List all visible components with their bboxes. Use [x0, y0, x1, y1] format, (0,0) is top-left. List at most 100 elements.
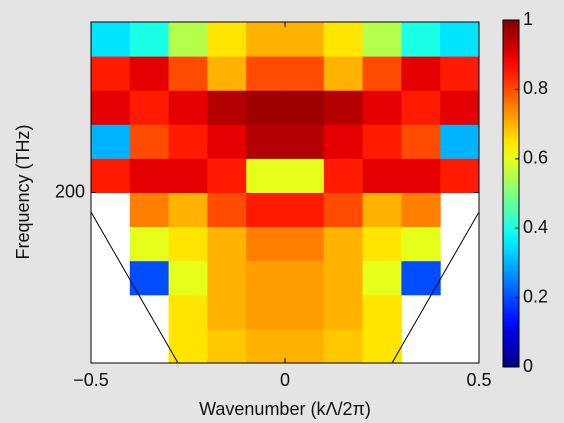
x-tick-label: 0.5 — [466, 370, 491, 390]
heat-cell — [207, 226, 247, 262]
heat-cell — [401, 22, 441, 57]
heat-cell — [207, 260, 247, 296]
heat-cell — [129, 90, 170, 125]
heat-cell — [207, 158, 247, 193]
heat-cell — [246, 158, 286, 193]
heat-cell — [168, 158, 208, 193]
colorbar-tick-label: 0.4 — [523, 217, 548, 237]
x-tick-label: −0.5 — [73, 370, 109, 390]
heat-cell — [246, 192, 286, 228]
heat-cell — [91, 56, 131, 91]
heat-cell — [401, 226, 441, 262]
heat-cell — [362, 192, 402, 228]
heat-cell — [285, 226, 325, 262]
heat-cell — [129, 260, 170, 296]
heat-cell — [440, 90, 480, 125]
heat-cell — [168, 192, 208, 228]
heat-cell — [362, 226, 402, 262]
heat-cell — [440, 124, 480, 159]
heat-cell — [129, 124, 170, 159]
heat-cell — [285, 294, 325, 330]
heat-cell — [440, 158, 480, 193]
heat-cell — [285, 158, 325, 193]
heat-cell — [207, 192, 247, 228]
heat-cell — [285, 90, 325, 125]
heat-cell — [323, 90, 364, 125]
heat-cell — [246, 260, 286, 296]
heat-cell — [168, 226, 208, 262]
heat-cell — [401, 56, 441, 91]
heat-cell — [207, 90, 247, 125]
heat-cell — [401, 90, 441, 125]
heat-cell — [401, 158, 441, 193]
heat-cell — [129, 56, 170, 91]
heat-cell — [285, 56, 325, 91]
x-axis-label: Wavenumber (kΛ/2π) — [199, 399, 371, 419]
heat-cell — [440, 22, 480, 57]
colorbar-tick-label: 0.6 — [523, 148, 548, 168]
heat-cell — [168, 328, 208, 364]
heat-cell — [246, 90, 286, 125]
heat-cell — [323, 56, 364, 91]
heat-cell — [323, 158, 364, 193]
colorbar — [502, 19, 520, 368]
colorbar-tick-label: 0 — [523, 356, 533, 376]
y-tick-label: 200 — [55, 181, 85, 201]
heat-cell — [168, 124, 208, 159]
heat-cell — [246, 22, 286, 57]
heat-cell — [91, 124, 131, 159]
heat-cell — [285, 260, 325, 296]
heat-cell — [323, 22, 364, 57]
heat-cell — [129, 192, 170, 228]
heat-cell — [362, 158, 402, 193]
light-line — [90, 211, 179, 364]
heat-cell — [362, 56, 402, 91]
heat-cell — [285, 192, 325, 228]
heat-cell — [207, 294, 247, 330]
heat-cell — [285, 22, 325, 57]
heat-cell — [323, 192, 364, 228]
heat-cell — [91, 22, 131, 57]
heat-cell — [207, 124, 247, 159]
heat-cell — [91, 90, 131, 125]
heat-cell — [207, 56, 247, 91]
heat-cell — [207, 328, 247, 364]
heat-cell — [129, 22, 170, 57]
heat-cell — [129, 226, 170, 262]
heat-cell — [246, 226, 286, 262]
heat-cell — [129, 158, 170, 193]
heat-cell — [168, 294, 208, 330]
heat-cell — [285, 124, 325, 159]
heat-cell — [168, 90, 208, 125]
heat-cell — [246, 124, 286, 159]
heat-cell — [246, 56, 286, 91]
heat-cell — [91, 158, 131, 193]
heat-cell — [285, 328, 325, 364]
heat-cell — [168, 56, 208, 91]
heat-cell — [246, 294, 286, 330]
heat-cell — [207, 22, 247, 57]
light-line — [391, 211, 480, 364]
heat-cell — [401, 124, 441, 159]
colorbar-tick-label: 0.8 — [523, 78, 548, 98]
heat-cell — [323, 260, 364, 296]
colorbar-tick-label: 1 — [523, 9, 533, 29]
heat-cell — [362, 22, 402, 57]
heat-cell — [246, 328, 286, 364]
heat-cell — [401, 260, 441, 296]
heat-cell — [401, 192, 441, 228]
colorbar-tick-label: 0.2 — [523, 286, 548, 306]
heat-cell — [362, 260, 402, 296]
y-axis-label: Frequency (THz) — [13, 124, 33, 259]
heat-cell — [323, 226, 364, 262]
heat-cell — [362, 90, 402, 125]
heat-cell — [362, 328, 402, 364]
heat-cell — [362, 124, 402, 159]
heat-cell — [168, 22, 208, 57]
heat-cell — [440, 56, 480, 91]
heat-cell — [168, 260, 208, 296]
heat-cell — [323, 124, 364, 159]
heat-cell — [323, 294, 364, 330]
